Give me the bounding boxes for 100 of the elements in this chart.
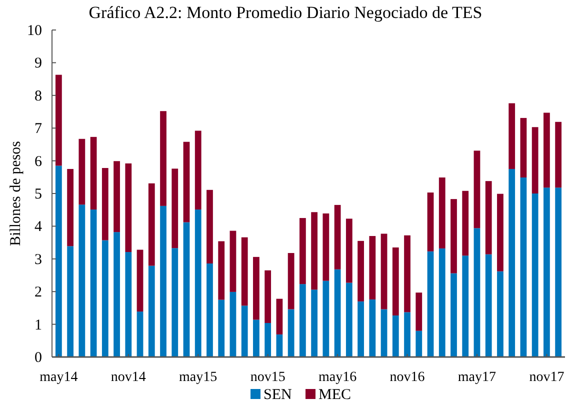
bar (253, 256, 260, 320)
bar (450, 199, 457, 274)
bar (520, 118, 527, 178)
bar (218, 241, 225, 300)
bar (438, 248, 446, 357)
bar (194, 130, 202, 210)
bar (555, 122, 562, 188)
bar (264, 322, 272, 357)
x-tick-label: may14 (40, 370, 78, 385)
bar (380, 309, 388, 357)
bar (485, 254, 492, 357)
bar (358, 240, 364, 302)
bar (450, 273, 457, 357)
bar (55, 74, 62, 166)
bar (78, 138, 86, 205)
bar (206, 190, 213, 264)
bar (67, 246, 74, 357)
bar (241, 237, 248, 306)
bar (416, 292, 422, 331)
bar (358, 301, 364, 357)
bar (427, 192, 434, 252)
x-tick-label: nov17 (529, 370, 564, 385)
bar (136, 312, 144, 357)
x-tick-label: may17 (458, 370, 496, 385)
bar (369, 299, 376, 357)
bar (474, 228, 480, 357)
bar (404, 312, 410, 357)
y-tick-label: 7 (34, 121, 42, 138)
bar (230, 292, 236, 357)
bar (114, 232, 120, 357)
bar (532, 127, 538, 194)
bar (369, 236, 376, 300)
bar (334, 204, 341, 270)
bar (218, 300, 225, 357)
y-tick-label: 8 (34, 88, 42, 104)
bar (276, 334, 283, 357)
y-tick-label: 3 (34, 252, 42, 268)
bar (241, 306, 248, 357)
bar (230, 230, 236, 292)
y-axis-title: Billones de pesos (8, 140, 24, 246)
x-tick-label: nov15 (250, 370, 286, 385)
bar (346, 218, 352, 283)
y-tick-label: 10 (27, 23, 42, 39)
bar (544, 188, 550, 357)
bar (78, 204, 86, 357)
y-tick-label: 5 (34, 186, 42, 202)
bar (299, 218, 306, 284)
bar (114, 161, 120, 232)
x-tick-label: may15 (179, 370, 218, 385)
bar (136, 250, 144, 312)
bar (311, 212, 318, 290)
legend-label: SEN (264, 387, 292, 403)
bar (90, 210, 97, 357)
bar (160, 111, 166, 206)
bar (508, 103, 516, 169)
bar (392, 247, 399, 316)
bar (160, 206, 166, 357)
bar (462, 190, 469, 256)
bar (102, 168, 108, 240)
bar (485, 181, 492, 254)
y-tick-label: 6 (34, 154, 42, 170)
bar (288, 253, 294, 310)
bar (90, 136, 97, 210)
bar (334, 269, 341, 357)
bar (322, 213, 330, 281)
y-tick-label: 0 (34, 350, 42, 366)
bar (55, 166, 62, 357)
x-tick-label: nov14 (110, 370, 146, 385)
x-tick-label: nov16 (390, 370, 425, 385)
y-tick-label: 2 (34, 284, 42, 301)
bar (416, 330, 422, 357)
bar (148, 183, 155, 266)
bar (544, 112, 550, 188)
bar (102, 240, 108, 357)
bar (264, 270, 272, 323)
bar (172, 248, 178, 357)
x-tick-label: may16 (318, 370, 357, 385)
bar (125, 252, 132, 357)
bar (148, 266, 155, 357)
y-tick-label: 4 (34, 219, 42, 236)
bar (346, 282, 352, 357)
bar (474, 150, 480, 228)
bar (172, 168, 178, 248)
bar (194, 210, 202, 357)
bar (427, 251, 434, 357)
bar (462, 256, 469, 357)
bar (520, 177, 527, 357)
bar (288, 309, 294, 357)
bar (497, 194, 504, 272)
bar (497, 271, 504, 357)
bar (508, 168, 516, 357)
bar (392, 315, 399, 357)
y-tick-label: 1 (34, 317, 42, 334)
bar (555, 188, 562, 357)
bar (404, 235, 410, 312)
bar (67, 168, 74, 246)
legend-label: MEC (318, 387, 352, 403)
bar (206, 263, 213, 357)
bar (276, 298, 283, 334)
bar (183, 142, 190, 222)
